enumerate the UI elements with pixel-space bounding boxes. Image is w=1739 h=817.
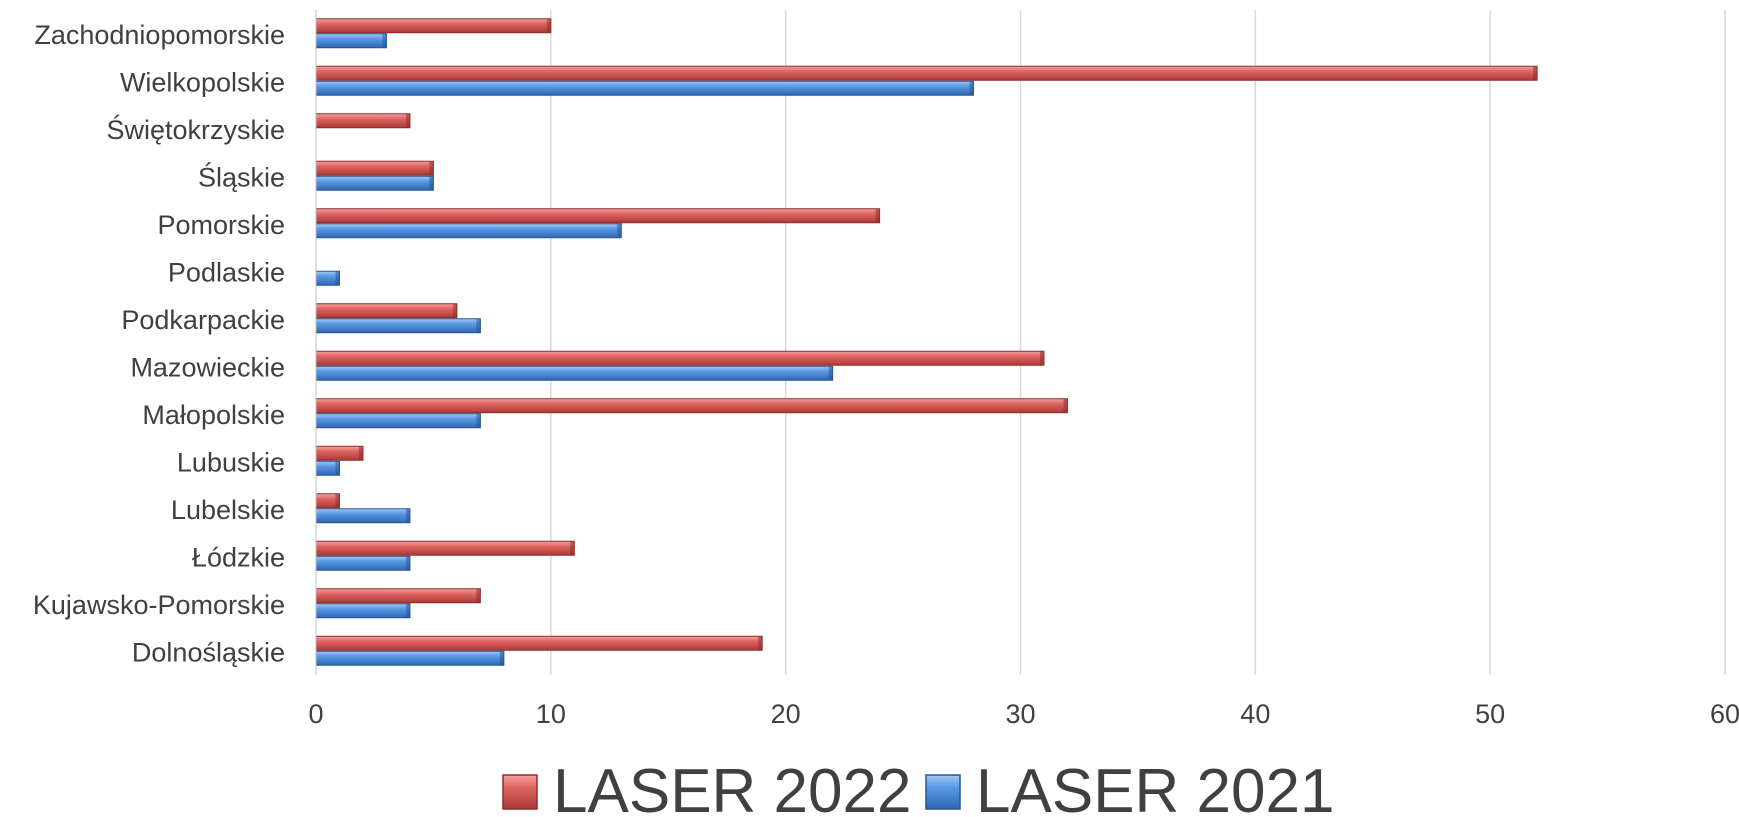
bar-laser-2021-10 xyxy=(315,508,411,524)
bar-laser-2022-12 xyxy=(315,588,481,604)
bar-laser-2021-8 xyxy=(315,413,481,429)
bar-laser-2021-13 xyxy=(315,650,505,666)
bar-laser-2021-11 xyxy=(315,555,411,571)
bar-laser-2022-0 xyxy=(315,18,552,34)
bar-laser-2021-5 xyxy=(315,270,340,286)
bar-laser-2021-0 xyxy=(315,33,387,49)
bar-laser-2022-1 xyxy=(315,65,1538,81)
category-label: Świętokrzyskie xyxy=(106,113,285,145)
bar-laser-2022-6 xyxy=(315,303,458,319)
bar-laser-2022-8 xyxy=(315,398,1068,414)
category-labels: Zachodniopomorskie Wielkopolskie Świętokrz… xyxy=(33,20,285,668)
x-tick-label: 40 xyxy=(1240,699,1270,729)
category-label: Lubelskie xyxy=(171,495,285,525)
bar-laser-2022-3 xyxy=(315,160,434,176)
category-label: Wielkopolskie xyxy=(120,67,285,97)
category-label: Zachodniopomorskie xyxy=(34,20,285,50)
x-tick-label: 20 xyxy=(771,699,801,729)
x-tick-label: 50 xyxy=(1475,699,1505,729)
bar-laser-2022-10 xyxy=(315,493,340,509)
category-label: Pomorskie xyxy=(157,210,285,240)
bar-laser-2021-4 xyxy=(315,223,622,239)
category-label: Śląskie xyxy=(198,160,285,192)
category-label: Podkarpackie xyxy=(121,305,285,335)
bar-laser-2021-7 xyxy=(315,365,834,381)
category-label: Dolnośląskie xyxy=(132,637,285,667)
legend-swatch xyxy=(925,774,961,810)
x-tick-labels: 0 10 20 30 40 50 60 xyxy=(308,699,1739,729)
x-tick-label: 60 xyxy=(1710,699,1739,729)
x-tick-label: 30 xyxy=(1005,699,1035,729)
category-label: Małopolskie xyxy=(142,400,285,430)
bar-laser-2022-4 xyxy=(315,208,881,224)
bar-laser-2021-3 xyxy=(315,175,434,191)
bar-laser-2021-12 xyxy=(315,603,411,619)
legend: LASER 2022 LASER 2021 xyxy=(502,757,1334,817)
legend-item-laser-2022: LASER 2022 xyxy=(502,757,911,817)
category-label: Lubuskie xyxy=(177,447,285,477)
category-label: Łódzkie xyxy=(192,542,285,572)
bar-laser-2022-7 xyxy=(315,350,1045,366)
bar-laser-2021-6 xyxy=(315,318,481,334)
legend-label: LASER 2021 xyxy=(976,757,1334,817)
bar-laser-2022-2 xyxy=(315,113,411,129)
gridlines xyxy=(550,10,1726,675)
category-label: Kujawsko-Pomorskie xyxy=(33,590,285,620)
category-label: Mazowieckie xyxy=(130,352,285,382)
bar-laser-2022-11 xyxy=(315,540,575,556)
legend-label: LASER 2022 xyxy=(553,757,911,817)
x-tick-label: 0 xyxy=(308,699,323,729)
bars xyxy=(315,10,1538,675)
legend-swatch xyxy=(502,774,538,810)
x-tick-label: 10 xyxy=(536,699,566,729)
bar-laser-2022-13 xyxy=(315,635,763,651)
bar-laser-2021-1 xyxy=(315,80,975,96)
legend-item-laser-2021: LASER 2021 xyxy=(925,757,1334,817)
category-label: Podlaskie xyxy=(168,257,285,287)
bar-laser-2021-9 xyxy=(315,460,340,476)
bar-laser-2022-9 xyxy=(315,445,364,461)
